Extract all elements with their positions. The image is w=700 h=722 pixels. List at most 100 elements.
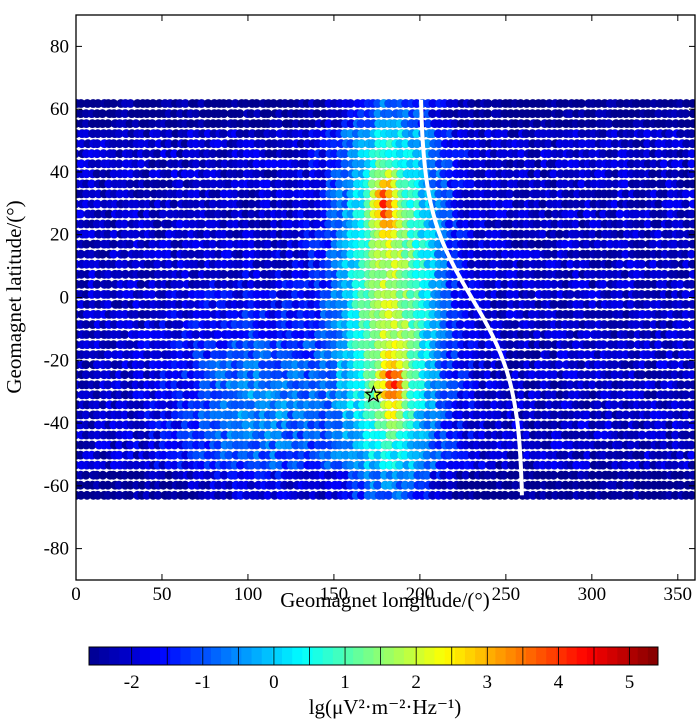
colorbar-segment: [312, 647, 324, 665]
x-tick-label: 250: [492, 584, 521, 605]
colorbar-segment: [627, 647, 639, 665]
colorbar-segment: [149, 647, 161, 665]
colorbar-tick-label: -1: [195, 672, 211, 693]
colorbar-segment: [129, 647, 141, 665]
colorbar-segment: [556, 647, 567, 665]
colorbar-segment: [586, 647, 598, 665]
colorbar-segment: [566, 647, 578, 665]
heatmap-cell: [688, 400, 695, 410]
heatmap-cell: [688, 390, 695, 400]
colorbar-tick-label: -2: [124, 672, 140, 693]
heatmap-cell: [687, 460, 695, 470]
colorbar-segment: [170, 647, 181, 665]
x-tick-label: 50: [152, 584, 171, 605]
heatmap-cell: [688, 350, 695, 360]
colorbar-segment: [546, 647, 557, 665]
colorbar-segment: [383, 647, 395, 665]
colorbar-tick-label: 1: [340, 672, 350, 693]
colorbar-segment: [434, 647, 446, 665]
colorbar-segment: [454, 647, 466, 665]
colorbar-segment: [332, 647, 344, 665]
colorbar: -2 -1 0 1 2 3 4 5: [88, 646, 659, 693]
colorbar-segment: [597, 647, 608, 665]
y-tick-label: 20: [50, 225, 69, 246]
colorbar-segment: [637, 647, 649, 665]
y-tick-label: 0: [60, 288, 70, 309]
colorbar-segment: [576, 647, 588, 665]
y-tick-label: -60: [44, 476, 69, 497]
heatmap-cell: [688, 219, 695, 229]
y-tick-label: -20: [44, 350, 69, 371]
colorbar-segment: [515, 647, 527, 665]
colorbar-segment: [180, 647, 192, 665]
x-tick-label: 300: [578, 584, 607, 605]
heatmap-cell: [688, 470, 695, 480]
colorbar-segment: [231, 647, 242, 665]
colorbar-segment: [322, 647, 334, 665]
colorbar-segment: [444, 647, 456, 665]
x-tick-label: 100: [234, 584, 263, 605]
colorbar-segment: [99, 647, 110, 665]
colorbar-segment: [495, 647, 506, 665]
colorbar-tick-label: 0: [269, 672, 279, 693]
colorbar-segment: [353, 647, 364, 665]
colorbar-segment: [261, 647, 273, 665]
colorbar-tick-label: 5: [625, 672, 635, 693]
colorbar-segment: [343, 647, 354, 665]
heatmap-cell: [688, 420, 695, 430]
colorbar-segment: [505, 647, 517, 665]
heatmap-cell: [688, 189, 695, 199]
colorbar-segment: [251, 647, 263, 665]
heatmap-cell: [688, 430, 695, 440]
y-axis-label: Geomagnet latitude/(°): [2, 200, 26, 393]
heatmap-cell: [688, 319, 695, 330]
heatmap-layer: [76, 98, 695, 500]
colorbar-segment: [424, 647, 435, 665]
colorbar-segment: [403, 647, 415, 665]
x-axis-label: Geomagnet longitude/(°): [280, 588, 490, 612]
heatmap-cell: [687, 490, 695, 500]
heatmap-cell: [688, 109, 695, 119]
y-tick-label: -80: [44, 539, 69, 560]
x-tick-label: 0: [71, 584, 81, 605]
heatmap-cell: [688, 329, 695, 340]
x-tick-label: 350: [664, 584, 693, 605]
heatmap-cell: [686, 440, 695, 450]
colorbar-segment: [525, 647, 537, 665]
colorbar-tick-label: 3: [483, 672, 493, 693]
colorbar-segment: [119, 647, 131, 665]
colorbar-segment: [464, 647, 476, 665]
colorbar-segment: [414, 647, 425, 665]
colorbar-segment: [139, 647, 151, 665]
colorbar-segment: [292, 647, 303, 665]
colorbar-segment: [241, 647, 252, 665]
colorbar-segment: [210, 647, 222, 665]
colorbar-segment: [475, 647, 486, 665]
colorbar-segment: [302, 647, 313, 665]
heatmap-cell: [688, 199, 695, 209]
colorbar-segment: [200, 647, 212, 665]
y-tick-label: -40: [44, 413, 69, 434]
colorbar-segment: [485, 647, 496, 665]
colorbar-segment: [190, 647, 202, 665]
colorbar-segment: [271, 647, 283, 665]
colorbar-tick-label: 2: [411, 672, 421, 693]
colorbar-segment: [617, 647, 628, 665]
colorbar-segment: [647, 647, 659, 665]
colorbar-segment: [160, 647, 171, 665]
colorbar-segment: [363, 647, 374, 665]
y-tick-label: 40: [50, 162, 69, 183]
heatmap-cell: [688, 119, 695, 129]
heatmap-cell: [686, 450, 695, 460]
colorbar-segment: [89, 647, 100, 665]
colorbar-segment: [393, 647, 405, 665]
y-tick-label: 60: [50, 99, 69, 120]
heatmap-cell: [688, 480, 695, 490]
colorbar-label: lg(μV²·m⁻²·Hz⁻¹): [309, 695, 462, 719]
colorbar-segment: [109, 647, 120, 665]
heatmap-cell: [687, 410, 695, 420]
colorbar-segment: [373, 647, 385, 665]
colorbar-tick-label: 4: [554, 672, 564, 693]
heatmap-cell: [688, 380, 695, 390]
